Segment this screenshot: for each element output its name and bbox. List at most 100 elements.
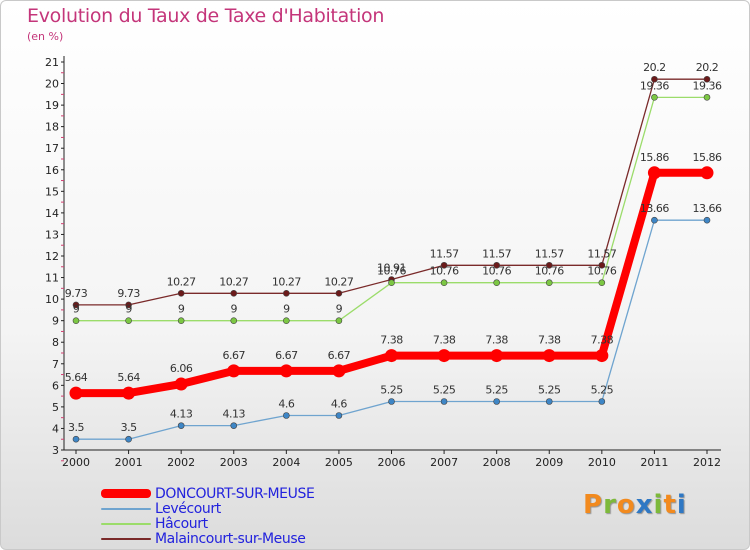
legend-item: Levécourt	[101, 500, 314, 517]
x-tick-label: 2006	[378, 456, 406, 469]
series-point	[703, 94, 711, 101]
y-tick-label: 13	[45, 228, 59, 241]
legend: DONCOURT-SUR-MEUSE Levécourt Hâcourt Malain…	[101, 485, 315, 547]
data-label: 10.27	[167, 275, 196, 288]
legend-label: DONCOURT-SUR-MEUSE	[155, 485, 315, 502]
data-label: 9	[125, 303, 132, 316]
data-label: 9.73	[117, 287, 140, 300]
x-tick-label: 2009	[535, 456, 563, 469]
y-tick-label: 15	[45, 185, 59, 198]
data-label: 3.5	[68, 421, 84, 434]
data-label: 7.38	[433, 334, 456, 347]
series-point	[177, 289, 185, 297]
legend-swatch	[101, 507, 151, 510]
data-label: 6.06	[170, 362, 193, 375]
series-point	[122, 386, 136, 400]
y-tick-label: 20	[45, 78, 59, 91]
data-label: 9	[178, 303, 185, 316]
x-tick-label: 2000	[62, 456, 90, 469]
data-label: 10.27	[324, 275, 353, 288]
chart-subtitle: (en %)	[27, 30, 64, 43]
data-label: 20.2	[696, 61, 719, 74]
series-point	[227, 364, 241, 378]
data-label: 9	[73, 303, 80, 316]
x-tick-label: 2005	[325, 456, 353, 469]
series-point	[647, 166, 661, 180]
data-label: 5.25	[485, 384, 508, 397]
data-label: 4.6	[331, 398, 347, 411]
chart-title: Evolution du Taux de Taxe d'Habitation	[27, 5, 385, 27]
y-tick-label: 4	[52, 422, 59, 435]
legend-label: Hâcourt	[155, 515, 208, 532]
data-label: 6.67	[223, 349, 246, 362]
data-label: 20.2	[643, 61, 666, 74]
data-label: 4.6	[278, 398, 294, 411]
series-point	[388, 398, 395, 405]
data-label: 11.57	[535, 247, 564, 260]
data-label: 6.67	[328, 349, 351, 362]
series-point	[651, 75, 658, 83]
legend-item: Hâcourt	[101, 515, 314, 532]
data-label: 10.76	[587, 265, 616, 278]
series-point	[332, 364, 346, 378]
series-point	[440, 279, 448, 287]
data-label: 5.64	[117, 371, 140, 384]
data-label: 9	[283, 303, 290, 316]
data-label: 5.25	[433, 384, 456, 397]
data-label: 4.13	[170, 408, 193, 421]
series-point	[490, 349, 504, 363]
data-label: 10.76	[482, 265, 511, 278]
series-layer	[69, 75, 714, 443]
data-label: 7.38	[485, 334, 508, 347]
axes: 3 4 5 6 7 8 9 10 11 12 13 14 15 16 17 18 19 20 21 2000 2001 2…	[45, 56, 721, 469]
series-point	[493, 261, 500, 269]
y-tick-label: 8	[52, 336, 59, 349]
series-point	[230, 422, 238, 429]
data-label: 9	[336, 303, 343, 316]
data-label: 10.27	[219, 275, 248, 288]
series-point	[177, 317, 185, 324]
series-point	[545, 279, 553, 287]
x-tick-label: 2008	[483, 456, 511, 469]
data-label: 19.36	[640, 79, 669, 92]
series-point	[700, 166, 714, 180]
series-point	[335, 289, 343, 297]
series-point	[283, 317, 290, 324]
data-label: 4.13	[223, 408, 246, 421]
data-label: 6.67	[275, 349, 298, 362]
data-label: 5.64	[65, 371, 88, 384]
legend-swatch	[101, 489, 151, 498]
x-tick-label: 2011	[640, 456, 668, 469]
data-label: 11.57	[430, 247, 459, 260]
series-point	[230, 317, 238, 324]
x-tick-label: 2003	[220, 456, 248, 469]
logo-letter: o	[616, 490, 636, 520]
logo-letter: i	[653, 490, 664, 520]
data-label: 5.25	[538, 384, 561, 397]
y-tick-label: 17	[45, 142, 59, 155]
y-tick-label: 11	[45, 272, 59, 285]
series-point	[72, 435, 80, 443]
series-point	[595, 349, 609, 363]
series-point	[440, 261, 448, 269]
y-tick-label: 21	[45, 56, 59, 69]
series-point	[703, 75, 711, 83]
proxiti-logo: Proxiti	[583, 490, 687, 520]
data-label: 5.25	[591, 384, 614, 397]
series-point	[69, 386, 83, 400]
x-tick-label: 2007	[430, 456, 458, 469]
data-label: 15.86	[640, 151, 669, 164]
data-label: 3.5	[121, 421, 137, 434]
data-label: 10.76	[430, 265, 459, 278]
x-tick-label: 2012	[693, 456, 721, 469]
legend-swatch	[101, 522, 151, 525]
series-point	[651, 216, 658, 224]
series-point	[651, 94, 658, 101]
y-tick-label: 18	[45, 121, 59, 134]
series-point	[493, 398, 500, 405]
series-point	[703, 216, 711, 224]
data-label: 7.38	[591, 334, 614, 347]
legend-label: Levécourt	[155, 500, 221, 517]
series-point	[177, 422, 185, 429]
